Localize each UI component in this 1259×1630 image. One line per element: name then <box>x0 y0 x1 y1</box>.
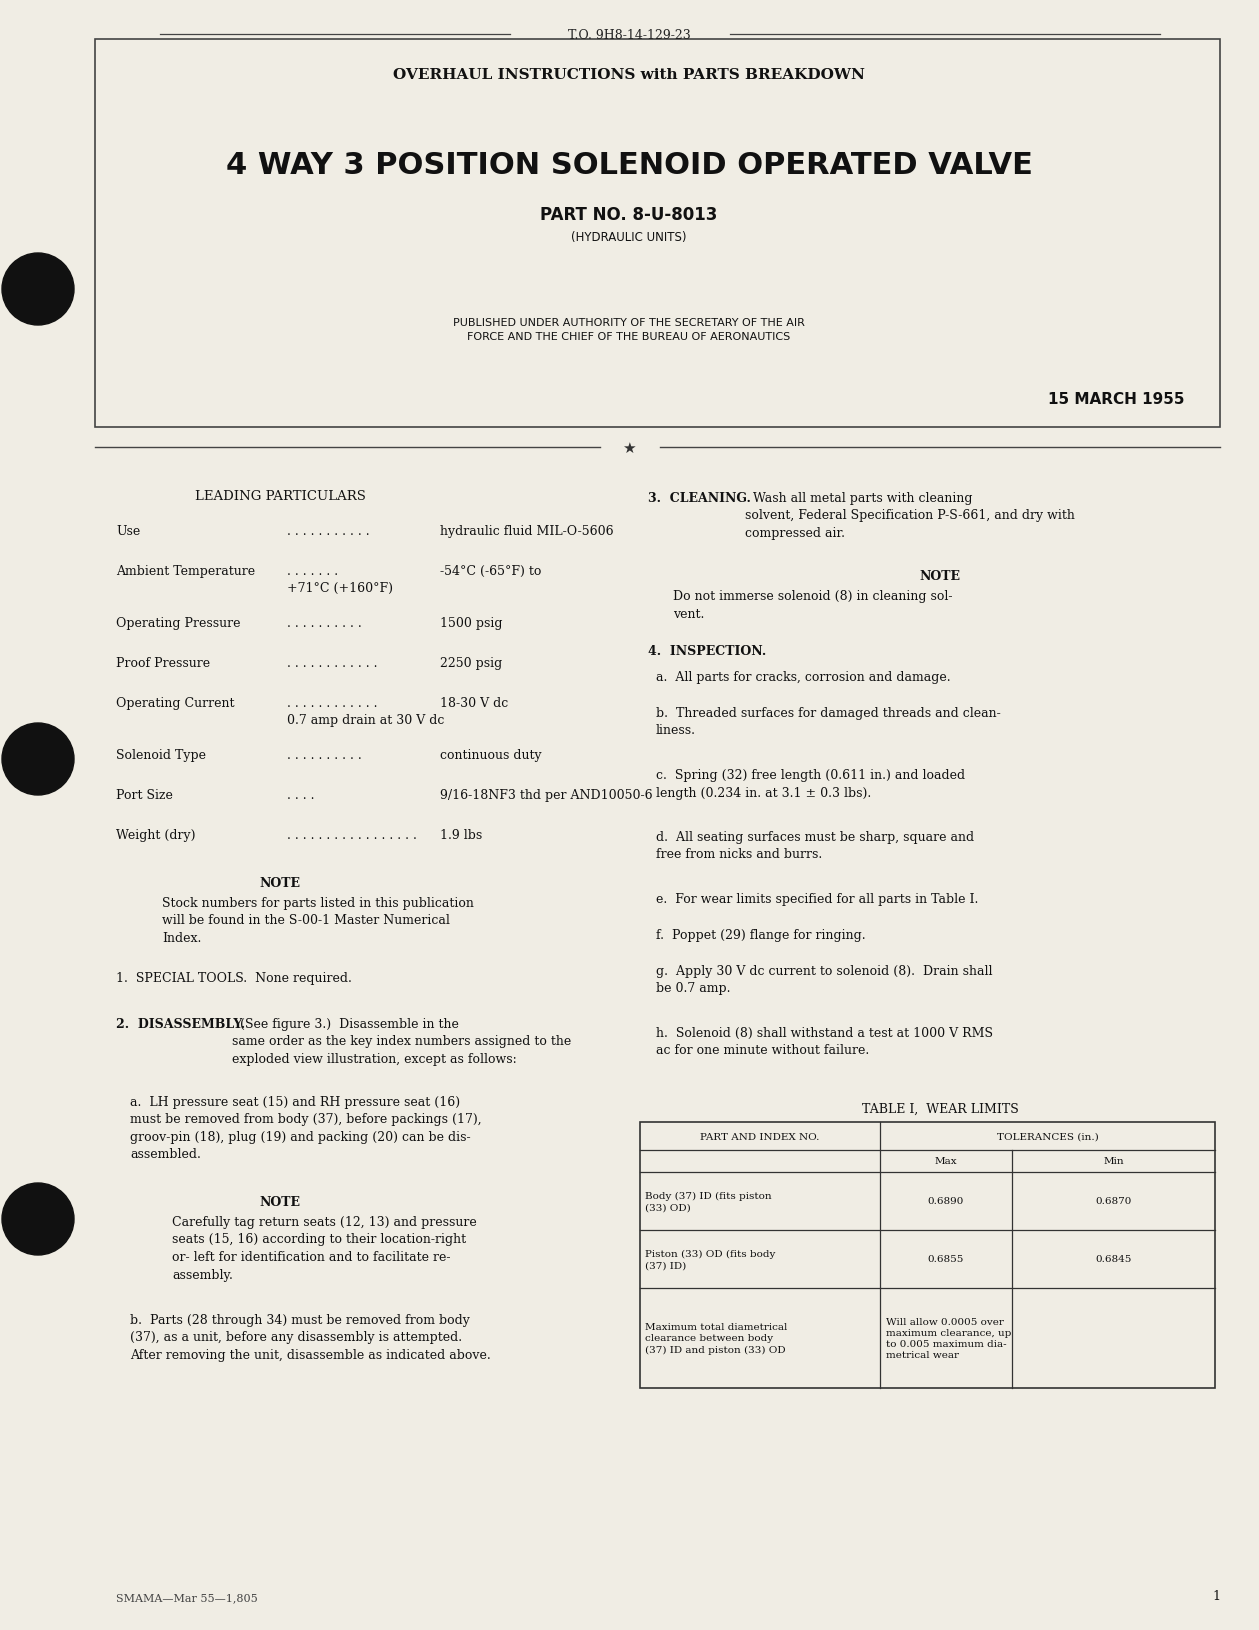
Text: Piston (33) OD (fits body
(37) ID): Piston (33) OD (fits body (37) ID) <box>645 1249 776 1270</box>
Text: Operating Pressure: Operating Pressure <box>116 616 240 629</box>
Text: a.  LH pressure seat (15) and RH pressure seat (16)
must be removed from body (3: a. LH pressure seat (15) and RH pressure… <box>130 1095 482 1161</box>
Circle shape <box>3 254 74 326</box>
Text: . . . . . . . . . . .: . . . . . . . . . . . <box>287 525 370 538</box>
Text: TABLE I,  WEAR LIMITS: TABLE I, WEAR LIMITS <box>861 1102 1019 1115</box>
Text: Body (37) ID (fits piston
(33) OD): Body (37) ID (fits piston (33) OD) <box>645 1192 772 1211</box>
Text: 9/16-18NF3 thd per AND10050-6: 9/16-18NF3 thd per AND10050-6 <box>439 789 652 802</box>
Text: 1.9 lbs: 1.9 lbs <box>439 828 482 841</box>
Circle shape <box>3 724 74 795</box>
Text: SMAMA—Mar 55—1,805: SMAMA—Mar 55—1,805 <box>116 1593 258 1602</box>
Text: 0.7 amp drain at 30 V dc: 0.7 amp drain at 30 V dc <box>287 714 444 727</box>
Text: Use: Use <box>116 525 140 538</box>
Text: Ambient Temperature: Ambient Temperature <box>116 564 256 577</box>
Text: -54°C (-65°F) to: -54°C (-65°F) to <box>439 564 541 577</box>
Text: Operating Current: Operating Current <box>116 696 234 709</box>
Text: hydraulic fluid MIL-O-5606: hydraulic fluid MIL-O-5606 <box>439 525 613 538</box>
Text: . . . . . . . . . . . .: . . . . . . . . . . . . <box>287 657 378 670</box>
Bar <box>640 1123 1215 1389</box>
Text: 18-30 V dc: 18-30 V dc <box>439 696 509 709</box>
Text: OVERHAUL INSTRUCTIONS with PARTS BREAKDOWN: OVERHAUL INSTRUCTIONS with PARTS BREAKDO… <box>393 68 865 82</box>
Text: f.  Poppet (29) flange for ringing.: f. Poppet (29) flange for ringing. <box>656 929 866 942</box>
Text: 0.6890: 0.6890 <box>928 1196 964 1206</box>
Text: Do not immerse solenoid (8) in cleaning sol-
vent.: Do not immerse solenoid (8) in cleaning … <box>674 590 953 619</box>
Text: 4.  INSPECTION.: 4. INSPECTION. <box>648 644 767 657</box>
Text: Will allow 0.0005 over
maximum clearance, up
to 0.005 maximum dia-
metrical wear: Will allow 0.0005 over maximum clearance… <box>886 1317 1011 1359</box>
Text: continuous duty: continuous duty <box>439 748 541 761</box>
Circle shape <box>3 1183 74 1255</box>
Text: Maximum total diametrical
clearance between body
(37) ID and piston (33) OD: Maximum total diametrical clearance betw… <box>645 1322 787 1355</box>
Text: 3.  CLEANING.: 3. CLEANING. <box>648 492 750 505</box>
Text: 15 MARCH 1955: 15 MARCH 1955 <box>1049 393 1185 408</box>
Text: . . . . . . . . . .: . . . . . . . . . . <box>287 616 361 629</box>
Text: . . . . . . . . . . . .: . . . . . . . . . . . . <box>287 696 378 709</box>
Text: 0.6855: 0.6855 <box>928 1255 964 1263</box>
Text: Stock numbers for parts listed in this publication
will be found in the S-00-1 M: Stock numbers for parts listed in this p… <box>162 897 473 944</box>
Text: NOTE: NOTE <box>919 569 961 582</box>
Bar <box>94 41 1220 427</box>
Text: NOTE: NOTE <box>259 877 301 890</box>
Text: LEADING PARTICULARS: LEADING PARTICULARS <box>195 489 365 502</box>
Text: PART NO. 8-U-8013: PART NO. 8-U-8013 <box>540 205 718 223</box>
Text: . . . . . . . . . . . . . . . . .: . . . . . . . . . . . . . . . . . <box>287 828 417 841</box>
Text: 1: 1 <box>1212 1589 1220 1602</box>
Text: Weight (dry): Weight (dry) <box>116 828 195 841</box>
Text: Carefully tag return seats (12, 13) and pressure
seats (15, 16) according to the: Carefully tag return seats (12, 13) and … <box>172 1216 477 1281</box>
Text: b.  Threaded surfaces for damaged threads and clean-
liness.: b. Threaded surfaces for damaged threads… <box>656 706 1001 737</box>
Text: Max: Max <box>934 1157 957 1165</box>
Text: Min: Min <box>1103 1157 1124 1165</box>
Text: . . . . . . .: . . . . . . . <box>287 564 339 577</box>
Text: 2.  DISASSEMBLY.: 2. DISASSEMBLY. <box>116 1017 246 1030</box>
Text: (See figure 3.)  Disassemble in the
same order as the key index numbers assigned: (See figure 3.) Disassemble in the same … <box>232 1017 572 1066</box>
Text: 2250 psig: 2250 psig <box>439 657 502 670</box>
Text: . . . .: . . . . <box>287 789 315 802</box>
Text: b.  Parts (28 through 34) must be removed from body
(37), as a unit, before any : b. Parts (28 through 34) must be removed… <box>130 1314 491 1361</box>
Text: a.  All parts for cracks, corrosion and damage.: a. All parts for cracks, corrosion and d… <box>656 670 951 683</box>
Text: NOTE: NOTE <box>259 1195 301 1208</box>
Text: +71°C (+160°F): +71°C (+160°F) <box>287 582 393 595</box>
Text: PUBLISHED UNDER AUTHORITY OF THE SECRETARY OF THE AIR
FORCE AND THE CHIEF OF THE: PUBLISHED UNDER AUTHORITY OF THE SECRETA… <box>453 318 805 342</box>
Text: (HYDRAULIC UNITS): (HYDRAULIC UNITS) <box>572 231 686 244</box>
Text: 4 WAY 3 POSITION SOLENOID OPERATED VALVE: 4 WAY 3 POSITION SOLENOID OPERATED VALVE <box>225 150 1032 179</box>
Text: 1500 psig: 1500 psig <box>439 616 502 629</box>
Text: d.  All seating surfaces must be sharp, square and
free from nicks and burrs.: d. All seating surfaces must be sharp, s… <box>656 831 974 861</box>
Text: 0.6870: 0.6870 <box>1095 1196 1132 1206</box>
Text: e.  For wear limits specified for all parts in Table I.: e. For wear limits specified for all par… <box>656 893 978 905</box>
Text: TOLERANCES (in.): TOLERANCES (in.) <box>997 1131 1098 1141</box>
Text: ★: ★ <box>622 440 636 455</box>
Text: Proof Pressure: Proof Pressure <box>116 657 210 670</box>
Text: Wash all metal parts with cleaning
solvent, Federal Specification P-S-661, and d: Wash all metal parts with cleaning solve… <box>745 492 1075 540</box>
Text: 1.  SPECIAL TOOLS.  None required.: 1. SPECIAL TOOLS. None required. <box>116 971 351 985</box>
Text: Port Size: Port Size <box>116 789 172 802</box>
Text: g.  Apply 30 V dc current to solenoid (8).  Drain shall
be 0.7 amp.: g. Apply 30 V dc current to solenoid (8)… <box>656 965 992 994</box>
Text: PART AND INDEX NO.: PART AND INDEX NO. <box>700 1131 820 1141</box>
Text: 0.6845: 0.6845 <box>1095 1255 1132 1263</box>
Text: h.  Solenoid (8) shall withstand a test at 1000 V RMS
ac for one minute without : h. Solenoid (8) shall withstand a test a… <box>656 1027 993 1056</box>
Text: Solenoid Type: Solenoid Type <box>116 748 206 761</box>
Text: c.  Spring (32) free length (0.611 in.) and loaded
length (0.234 in. at 3.1 ± 0.: c. Spring (32) free length (0.611 in.) a… <box>656 768 966 799</box>
Text: . . . . . . . . . .: . . . . . . . . . . <box>287 748 361 761</box>
Text: T.O. 9H8-14-129-23: T.O. 9H8-14-129-23 <box>568 28 690 41</box>
